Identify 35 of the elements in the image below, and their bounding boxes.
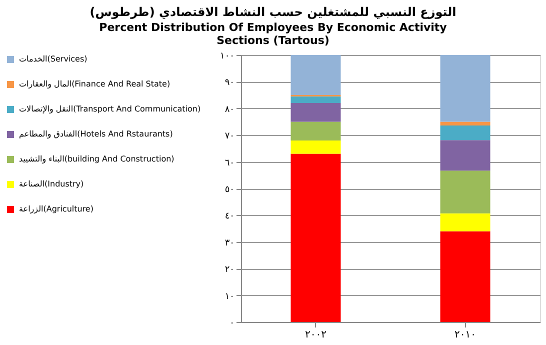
y-tick-label: ٨٠ bbox=[224, 104, 234, 115]
legend-label: الصناعة(Industry) bbox=[19, 180, 84, 188]
x-tick-label: ٢٠٠٢ bbox=[305, 330, 326, 340]
y-tick-label: ١٠ bbox=[224, 292, 234, 302]
y-tick-label: ٢٠ bbox=[224, 265, 234, 276]
bar bbox=[290, 55, 341, 96]
y-tick-label: ٣٠ bbox=[224, 238, 234, 248]
legend-label: الزراعة(Agriculture) bbox=[19, 204, 94, 214]
y-tick-label: ١٠٠ bbox=[220, 52, 234, 62]
y-tick-label: ٥٠ bbox=[224, 185, 234, 195]
y-tick-label: ٠ bbox=[230, 318, 234, 328]
bar bbox=[440, 170, 490, 214]
legend-label: الفنادق والمطاعم(Hotels And Rstaurants) bbox=[19, 130, 173, 138]
y-tick-label: ٩٠ bbox=[224, 78, 234, 88]
bar bbox=[290, 122, 341, 140]
legend-label: المال والعقارات(Finance And Real State) bbox=[19, 80, 170, 88]
y-tick-label: ٧٠ bbox=[224, 132, 234, 142]
bar bbox=[290, 96, 341, 104]
legend-label: البناء والتشييد(building And Construction) bbox=[19, 154, 174, 164]
bar bbox=[440, 122, 490, 126]
bar bbox=[290, 140, 341, 154]
chart-title: التوزع النسبي للمشتغلين حسب النشاط الاقتصادي (طرطوس) bbox=[90, 5, 456, 19]
bar bbox=[440, 125, 490, 140]
legend-label: الخدمات(Services) bbox=[19, 54, 88, 64]
bar bbox=[440, 140, 490, 171]
bar bbox=[290, 154, 341, 322]
bar bbox=[440, 55, 490, 122]
legend-label: النقل والإتصالات(Transport And Communication) bbox=[19, 104, 201, 114]
bar bbox=[440, 231, 490, 322]
y-tick-label: ٦٠ bbox=[224, 158, 234, 168]
bar bbox=[440, 213, 490, 232]
bar bbox=[290, 103, 341, 122]
y-tick-label: ٤٠ bbox=[224, 212, 234, 222]
chart-subtitle: Percent Distribution Of Employees By Economic Activity Sections (Tartous) bbox=[99, 21, 447, 47]
x-tick-label: ٢٠١٠ bbox=[454, 330, 476, 340]
